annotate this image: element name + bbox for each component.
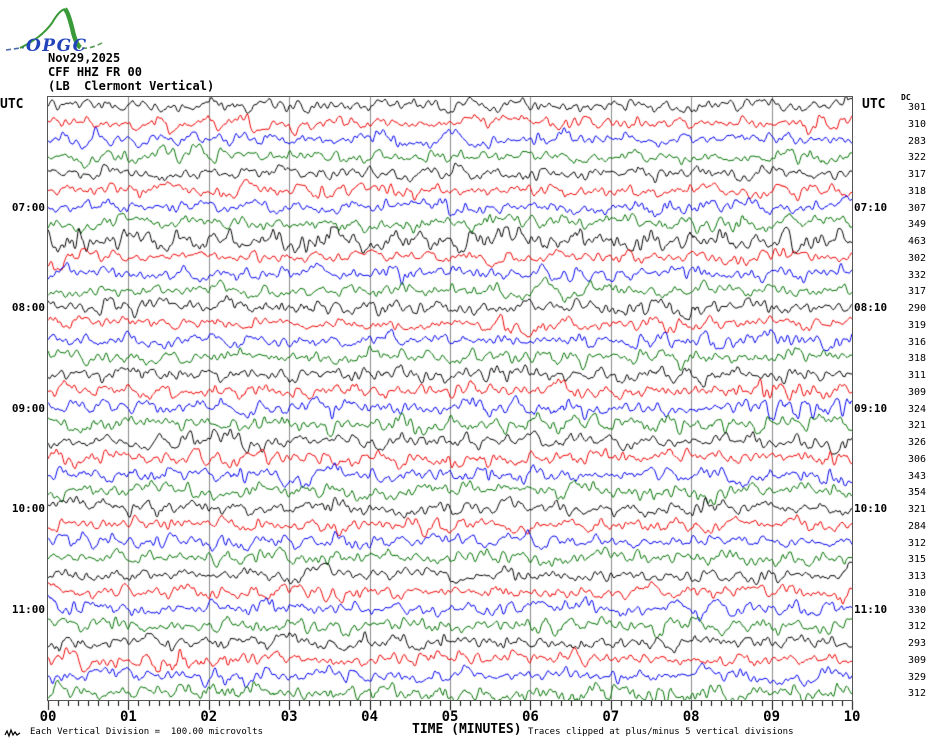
logo-mountain-left [19,8,66,49]
dc-offset-value: 310 [907,118,926,130]
dc-column-header: DC [901,93,911,102]
dc-offset-value: 301 [907,102,926,113]
dc-offset-value: 313 [907,571,926,582]
dc-offset-value: 329 [907,671,926,683]
mini-trace-icon [4,728,21,738]
time-axis-tick-label: 05 [441,709,459,725]
opgc-logo: OPGC [5,7,104,56]
logo-text: OPGC [26,36,88,56]
dc-offset-value: 330 [907,604,926,616]
dc-offset-value: 332 [907,269,926,281]
dc-offset-value: 318 [907,185,926,197]
right-hour-label: 11:10 [854,602,888,616]
time-axis-tick-label: 01 [119,709,137,725]
left-hour-label: 07:00 [11,200,45,214]
left-hour-label: 11:00 [11,602,45,616]
left-hour-label: 09:00 [11,401,45,415]
clip-note: Traces clipped at plus/minus 5 vertical … [528,727,794,737]
utc-right-label: UTC [862,97,886,112]
dc-offset-value: 283 [907,135,926,147]
dc-offset-value: 463 [907,236,926,247]
right-hour-label: 08:10 [854,301,888,314]
logo-mountain-right [63,7,82,50]
time-axis-tick-label: 00 [39,709,57,725]
dc-offset-value: 326 [907,437,926,448]
header-date: Nov29,2025 [48,51,121,65]
logo-dash-left [5,46,25,51]
dc-offset-value: 284 [907,520,926,532]
dc-offset-value: 311 [907,370,926,381]
dc-offset-value: 319 [907,319,926,331]
dc-offset-value: 322 [907,152,926,164]
dc-offset-value: 302 [907,252,926,264]
time-axis-tick-label: 06 [521,709,539,725]
time-axis-tick-label: 09 [763,709,781,725]
dc-offset-value: 321 [907,420,926,432]
dc-offset-value: 310 [907,587,926,599]
dc-offset-value: 317 [907,169,926,180]
dc-offset-value: 321 [907,504,926,515]
time-axis-tick-label: 07 [602,709,620,725]
right-hour-label: 09:10 [854,401,888,415]
seismogram-plot[interactable] [47,96,853,701]
x-axis-title: TIME (MINUTES) [412,722,522,737]
logo-dash-right [81,41,104,49]
utc-left-label: UTC [0,97,24,112]
dc-offset-value: 318 [907,353,926,365]
header-station: CFF HHZ FR 00 [48,65,142,79]
vertical-division-note: Each Vertical Division = 100.00 microvol… [30,727,263,737]
dc-offset-value: 293 [907,638,926,649]
dc-offset-value: 290 [907,303,926,314]
dc-offset-value: 307 [907,202,926,214]
dc-offset-value: 312 [907,621,926,633]
dc-offset-value: 312 [907,688,926,700]
time-axis-tick-label: 02 [200,709,218,725]
header-channel-description: (LB Clermont Vertical) [48,79,215,93]
left-hour-label: 10:00 [11,502,45,515]
dc-offset-value: 343 [907,470,926,482]
dc-offset-value: 317 [907,286,926,298]
dc-offset-value: 306 [907,453,926,465]
dc-offset-value: 315 [907,554,926,566]
time-axis-tick-label: 08 [682,709,700,725]
dc-offset-value: 312 [907,537,926,549]
time-axis-tick-label: 03 [280,709,298,725]
dc-offset-value: 324 [907,403,926,415]
dc-offset-value: 349 [907,219,926,231]
time-axis-ticks [0,701,930,715]
dc-offset-value: 316 [907,336,926,348]
left-hour-label: 08:00 [11,301,45,314]
dc-offset-value: 354 [907,487,926,499]
seismogram-traces-canvas[interactable] [48,97,852,700]
time-axis-tick-label: 10 [843,709,861,725]
dc-offset-value: 309 [907,654,926,666]
right-hour-label: 07:10 [854,200,888,214]
dc-offset-value: 309 [907,386,926,398]
right-hour-label: 10:10 [854,502,888,515]
time-axis-tick-label: 04 [361,709,379,725]
